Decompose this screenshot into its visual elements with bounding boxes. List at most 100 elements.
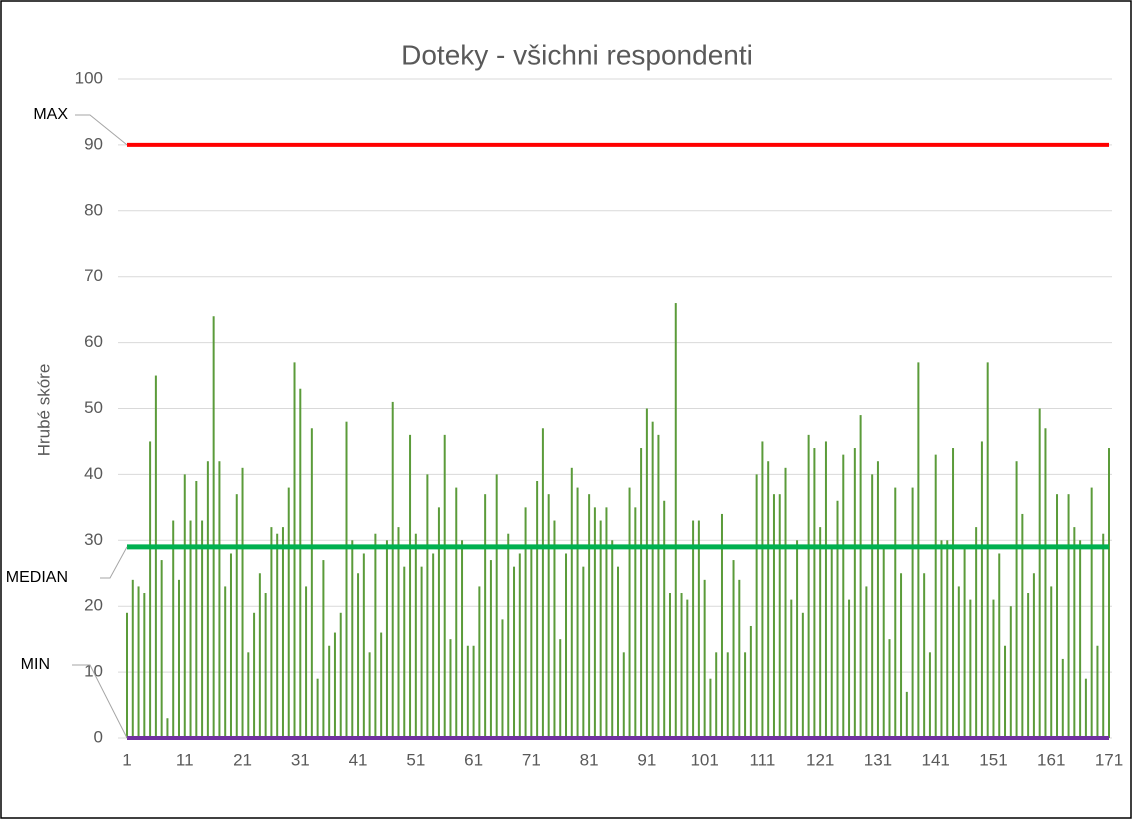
bar	[172, 520, 175, 738]
y-tick-label: 0	[94, 727, 103, 746]
bar	[784, 467, 787, 738]
bar	[934, 454, 937, 738]
bar	[686, 599, 689, 738]
bar	[466, 645, 469, 738]
bar	[126, 612, 128, 738]
chart-title: Doteky - všichni respondenti	[401, 39, 753, 70]
bar	[946, 540, 949, 738]
x-tick-label: 71	[522, 750, 541, 769]
bar	[149, 441, 152, 738]
bar	[414, 533, 417, 738]
bar	[611, 540, 614, 738]
bar	[397, 527, 400, 738]
bar	[622, 652, 625, 738]
bar	[137, 586, 140, 738]
bar	[264, 593, 267, 738]
bar	[160, 560, 163, 738]
bar	[472, 645, 475, 738]
bar	[281, 527, 284, 738]
bar	[177, 579, 180, 738]
bar	[726, 652, 729, 738]
y-tick-label: 20	[84, 596, 103, 615]
bar	[455, 487, 458, 738]
bar	[1061, 658, 1064, 738]
bar	[720, 513, 723, 738]
bar	[876, 461, 879, 738]
bar	[674, 303, 677, 738]
bar	[599, 520, 602, 738]
bar	[357, 573, 360, 738]
bar	[969, 599, 972, 738]
bar	[1067, 494, 1070, 738]
y-tick-label: 50	[84, 398, 103, 417]
bar	[992, 599, 995, 738]
bar	[478, 586, 481, 738]
bar	[957, 586, 960, 738]
bar	[680, 593, 683, 738]
bar	[917, 362, 920, 738]
bar	[1032, 573, 1035, 738]
bar	[790, 599, 793, 738]
bar	[235, 494, 238, 738]
bar	[582, 566, 585, 738]
bar	[940, 540, 943, 738]
bar	[276, 533, 279, 738]
bar	[409, 434, 412, 738]
bar	[391, 401, 394, 738]
bar	[905, 691, 908, 738]
x-tick-label: 131	[864, 750, 892, 769]
bar	[1096, 645, 1099, 738]
bar	[224, 586, 227, 738]
bar	[657, 434, 660, 738]
bar	[755, 474, 758, 738]
bar	[368, 652, 371, 738]
y-tick-label: 40	[84, 464, 103, 483]
bar	[322, 560, 325, 738]
bar	[836, 500, 839, 738]
bar	[166, 718, 169, 738]
bar	[241, 467, 244, 738]
bar	[513, 566, 516, 738]
bar	[305, 586, 308, 738]
y-tick-label: 70	[84, 266, 103, 285]
x-tick-label: 21	[233, 750, 252, 769]
bar	[489, 560, 492, 738]
x-tick-label: 41	[349, 750, 368, 769]
bar	[692, 520, 695, 738]
bar	[374, 533, 377, 738]
bar	[871, 474, 874, 738]
bar	[697, 520, 700, 738]
bar	[588, 494, 591, 738]
bar	[986, 362, 989, 738]
bar	[380, 632, 383, 738]
bar	[923, 573, 926, 738]
bar	[299, 388, 302, 738]
bar	[443, 434, 446, 738]
bar	[293, 362, 296, 738]
y-tick-label: 80	[84, 200, 103, 219]
bar	[900, 573, 903, 738]
bar	[316, 678, 319, 738]
x-tick-label: 31	[291, 750, 310, 769]
x-tick-label: 61	[464, 750, 483, 769]
bar	[553, 520, 556, 738]
bar	[1004, 645, 1007, 738]
x-tick-label: 171	[1095, 750, 1123, 769]
bar	[778, 494, 781, 738]
bar	[738, 579, 741, 738]
bar	[154, 375, 157, 738]
x-tick-label: 11	[176, 750, 194, 769]
bar	[911, 487, 914, 738]
bar	[663, 500, 666, 738]
bar	[385, 540, 388, 738]
bar	[1079, 540, 1082, 738]
x-tick-label: 91	[637, 750, 656, 769]
bar	[576, 487, 579, 738]
bar	[715, 652, 718, 738]
bar	[975, 527, 978, 738]
bar	[772, 494, 775, 738]
bar	[547, 494, 550, 738]
bar	[333, 632, 336, 738]
bar	[131, 579, 134, 738]
